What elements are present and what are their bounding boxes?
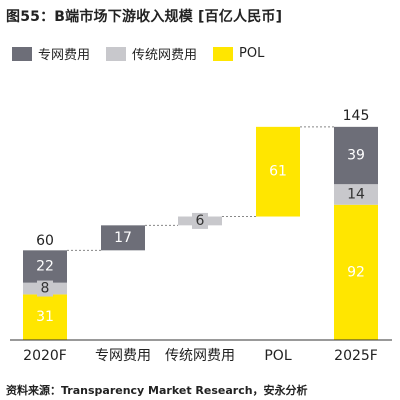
bar-inc-label-pol: 61 bbox=[269, 164, 287, 180]
bar-inc-zhuanwang bbox=[101, 225, 145, 251]
bar-2020f-seg-pol bbox=[23, 294, 67, 340]
bar-2020f-total-label: 60 bbox=[36, 233, 54, 249]
bar-2025f-label-zhuanwang: 39 bbox=[347, 148, 365, 164]
legend-item-zhuanwang: 专网费用 bbox=[12, 44, 90, 63]
bar-inc-label-bg-chuantong bbox=[192, 212, 208, 229]
bar-2025f-total-label: 145 bbox=[343, 108, 370, 124]
bar-2025f-label-pol: 92 bbox=[347, 264, 365, 280]
x-tick-label-1: 专网费用 bbox=[95, 348, 151, 364]
bar-2025f-seg-pol bbox=[334, 204, 378, 340]
legend-swatch-pol bbox=[213, 46, 234, 61]
bar-2025f-seg-chuantong bbox=[334, 184, 378, 205]
legend-swatch-chuantong bbox=[106, 46, 127, 61]
bar-2020f-label-pol: 31 bbox=[36, 309, 54, 325]
legend-label-chuantong: 传统网费用 bbox=[132, 48, 198, 63]
x-tick-label-4: 2025F bbox=[334, 348, 378, 364]
x-tick-label-0: 2020F bbox=[23, 348, 67, 364]
bar-inc-pol bbox=[256, 126, 300, 217]
chart-title: 图55：B端市场下游收入规模 [百亿人民币] bbox=[6, 9, 283, 25]
legend-label-zhuanwang: 专网费用 bbox=[38, 48, 91, 63]
bar-2025f-label-chuantong: 14 bbox=[347, 186, 365, 202]
legend-item-pol: POL bbox=[213, 46, 264, 61]
bar-2020f-seg-zhuanwang bbox=[23, 250, 67, 283]
legend-label-pol: POL bbox=[239, 46, 265, 61]
bar-2020f-label-zhuanwang: 22 bbox=[36, 259, 54, 275]
bar-2025f-seg-zhuanwang bbox=[334, 126, 378, 185]
legend-swatch-zhuanwang bbox=[12, 46, 32, 61]
x-tick-label-2: 传统网费用 bbox=[165, 348, 235, 364]
source-note: 资料来源：Transparency Market Research，安永分析 bbox=[6, 384, 308, 397]
bar-2020f-label-bg-chuantong bbox=[37, 280, 53, 297]
legend: 专网费用 传统网费用 POL bbox=[12, 44, 280, 63]
bar-2020f-label-chuantong: 8 bbox=[41, 281, 50, 297]
legend-item-chuantong: 传统网费用 bbox=[106, 44, 197, 63]
x-tick-label-3: POL bbox=[264, 348, 291, 364]
bar-inc-label-zhuanwang: 17 bbox=[114, 230, 132, 246]
bar-inc-label-chuantong: 6 bbox=[196, 213, 205, 229]
